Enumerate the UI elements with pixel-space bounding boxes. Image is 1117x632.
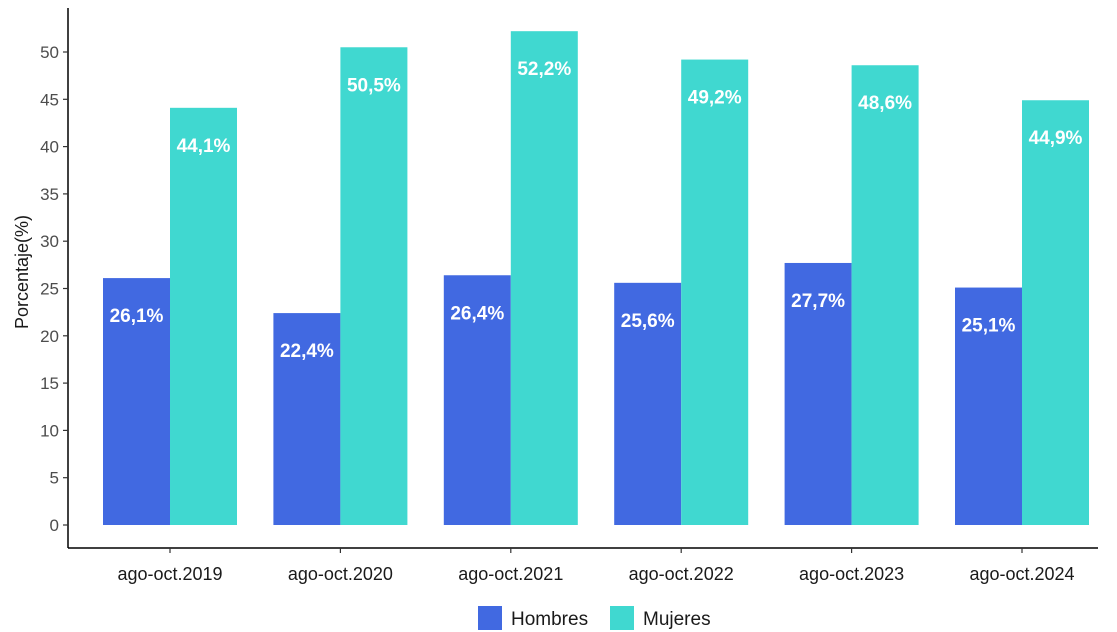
bar-hombres — [443, 275, 511, 525]
data-label: 26,1% — [110, 306, 164, 327]
x-tick-label: ago-oct.2020 — [288, 564, 393, 584]
y-tick-label: 10 — [40, 421, 59, 440]
y-tick-label: 35 — [40, 185, 59, 204]
bar-hombres — [614, 282, 682, 525]
data-label: 44,1% — [177, 136, 231, 157]
y-tick-label: 25 — [40, 280, 59, 299]
data-label: 22,4% — [280, 341, 334, 362]
data-label: 25,1% — [962, 316, 1016, 337]
y-axis: 0 5 10 15 20 25 30 35 40 45 50 — [40, 8, 69, 548]
y-tick-label: 30 — [40, 232, 59, 251]
bar-mujeres — [1022, 100, 1089, 525]
y-tick-label: 5 — [50, 469, 59, 488]
data-label: 49,2% — [688, 88, 742, 109]
x-tick-label: ago-oct.2022 — [629, 564, 734, 584]
y-tick-label: 50 — [40, 43, 59, 62]
x-tick-label: ago-oct.2019 — [117, 564, 222, 584]
y-tick-label: 0 — [50, 516, 59, 535]
y-tick-label: 15 — [40, 374, 59, 393]
y-tick-label: 40 — [40, 138, 59, 157]
bar-hombres — [955, 287, 1022, 525]
data-label: 44,9% — [1029, 128, 1083, 149]
x-axis: ago-oct.2019 ago-oct.2020 ago-oct.2021 ago-… — [68, 547, 1098, 584]
data-label: 48,6% — [858, 93, 912, 114]
data-label: 26,4% — [450, 303, 504, 324]
bar-mujeres — [170, 107, 237, 526]
data-label: 27,7% — [791, 291, 845, 312]
x-tick-label: ago-oct.2023 — [799, 564, 904, 584]
legend: Hombres Mujeres — [478, 606, 711, 630]
bars: 26,1% 44,1% 22,4% 50,5% 26,4% 52,2% 25,6% 49,2%… — [103, 31, 1089, 526]
x-tick-label: ago-oct.2024 — [969, 564, 1074, 584]
y-tick-label: 20 — [40, 327, 59, 346]
legend-swatch-hombres — [478, 606, 502, 630]
bar-mujeres — [851, 65, 919, 525]
y-tick-label: 45 — [40, 90, 59, 109]
legend-label: Mujeres — [643, 609, 711, 630]
y-axis-title: Porcentaje(%) — [12, 215, 32, 329]
x-tick-label: ago-oct.2021 — [458, 564, 563, 584]
bar-hombres — [103, 278, 170, 525]
legend-label: Hombres — [511, 609, 588, 630]
data-label: 52,2% — [517, 59, 571, 80]
data-label: 25,6% — [621, 311, 675, 332]
bar-mujeres — [510, 31, 578, 526]
bar-hombres — [273, 313, 341, 525]
bar-hombres — [784, 262, 852, 525]
legend-swatch-mujeres — [610, 606, 634, 630]
data-label: 50,5% — [347, 75, 401, 96]
bar-mujeres — [681, 59, 749, 526]
bar-mujeres — [340, 47, 408, 526]
